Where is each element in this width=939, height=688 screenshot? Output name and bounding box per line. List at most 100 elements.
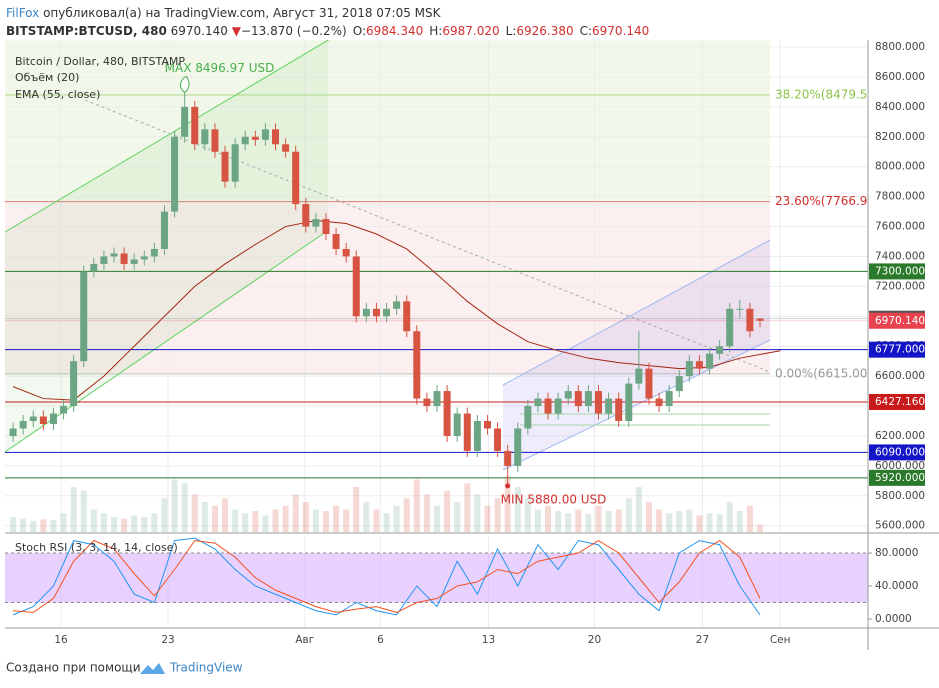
candle-body [140, 256, 148, 260]
y-tick-label: 6600.000 [875, 370, 925, 382]
candle-body [332, 234, 340, 249]
volume-bar [605, 511, 612, 532]
volume-bar [30, 520, 37, 532]
symbol-line: BITSTAMP:BTCUSD, 480 6970.140 ▼−13.870 (… [6, 24, 649, 38]
volume-bar [312, 509, 319, 532]
volume-bar [645, 502, 652, 532]
price-box-label: 6427.160 [875, 396, 925, 408]
y-tick-label: 0.0000 [875, 613, 912, 625]
candle-body [251, 136, 259, 140]
volume-bar [60, 513, 67, 532]
price-box-label: 5920.000 [875, 472, 925, 484]
ohlc-label: O: [353, 24, 366, 38]
candle-body [524, 406, 532, 429]
fib-zone [5, 40, 770, 202]
volume-bar [736, 511, 743, 532]
volume-bar [615, 509, 622, 532]
candle-body [403, 301, 411, 332]
y-tick-label: 7400.000 [875, 250, 925, 262]
last: 6970.140 [171, 24, 228, 38]
y-tick-label: 8200.000 [875, 131, 925, 143]
volume-bar [686, 509, 693, 532]
candle-body [191, 106, 199, 145]
volume-bar [666, 513, 673, 532]
candle-body [211, 129, 219, 152]
candle-body [736, 308, 744, 310]
volume-bar [191, 494, 198, 532]
candle-body [574, 391, 582, 407]
candle-body [181, 106, 189, 137]
volume-bar [716, 514, 723, 532]
price-box [869, 263, 925, 280]
price-box-label: 7300.000 [875, 265, 925, 277]
candle-body [352, 256, 360, 317]
volume-bar [464, 483, 471, 532]
candle-body [756, 318, 764, 321]
candle-body [504, 450, 512, 466]
candle-body [60, 406, 68, 414]
volume-bar [90, 509, 97, 532]
trend-line [84, 99, 771, 373]
candle-body [665, 391, 673, 407]
author[interactable]: FilFox [6, 6, 39, 20]
footer-text: Создано при помощи [6, 661, 141, 675]
candle-body [90, 263, 98, 272]
candle-body [413, 331, 421, 399]
candle-body [292, 151, 300, 205]
marks: 38.20%(8479.5 23.60%(7766.9 0.00%(6615.00)… [5, 61, 868, 532]
x-tick-label: Сен [770, 634, 791, 646]
candle-body [726, 308, 734, 347]
candle-body [746, 308, 754, 332]
ohlc-label: L: [506, 24, 517, 38]
published: опубликовал(а) на TradingView.com, Авгус… [43, 6, 442, 20]
candle-body [120, 253, 128, 264]
candle-body [695, 361, 703, 369]
candle-body [201, 129, 209, 145]
ohlc: O:6984.340 H:6987.020 L:6926.380 C:6970.140 [353, 24, 650, 38]
candle-body [443, 391, 451, 436]
change: −13.870 (−0.2%) [241, 24, 347, 38]
candle-body [231, 144, 239, 182]
volume-bar [181, 483, 188, 532]
volume-bar [454, 502, 461, 532]
volume-bar [434, 505, 441, 532]
stoch-marks [5, 536, 868, 628]
ema-line [12, 220, 781, 401]
candle-body [675, 376, 683, 392]
candle-body [393, 301, 401, 309]
y-tick-label: 40.0000 [875, 580, 918, 592]
candle-body [70, 361, 78, 407]
candle-body [110, 253, 118, 257]
volume-bar [413, 479, 420, 532]
volume-bar [423, 494, 430, 532]
volume-bar [373, 509, 380, 532]
volume-bar [343, 509, 350, 532]
volume-bar [20, 518, 27, 532]
candle-body [655, 398, 663, 407]
candle-body [706, 353, 714, 369]
volume-bar [211, 505, 218, 532]
volume-bar [252, 511, 259, 532]
price-box-label: 6090.000 [875, 446, 925, 458]
candle-body [605, 398, 613, 414]
ohlc-value: 6970.140 [592, 24, 649, 38]
y-tick-label: 8000.000 [875, 161, 925, 173]
candle-body [514, 428, 522, 466]
volume-bar [676, 511, 683, 532]
candle-body [685, 361, 693, 377]
volume-bar [161, 498, 168, 532]
volume-bar [232, 509, 239, 532]
volume-bar [393, 505, 400, 532]
candle-body [49, 413, 57, 424]
candle-body [19, 421, 27, 429]
volume-bar [302, 502, 309, 532]
candle-body [100, 256, 108, 264]
volume-bar [524, 498, 531, 532]
footer-brand[interactable]: TradingView [169, 661, 243, 675]
candle-body [362, 308, 370, 317]
logo[interactable] [140, 663, 165, 674]
volume-bar [100, 513, 107, 532]
candle-body [130, 259, 138, 264]
x-tick-label: 27 [696, 634, 709, 646]
